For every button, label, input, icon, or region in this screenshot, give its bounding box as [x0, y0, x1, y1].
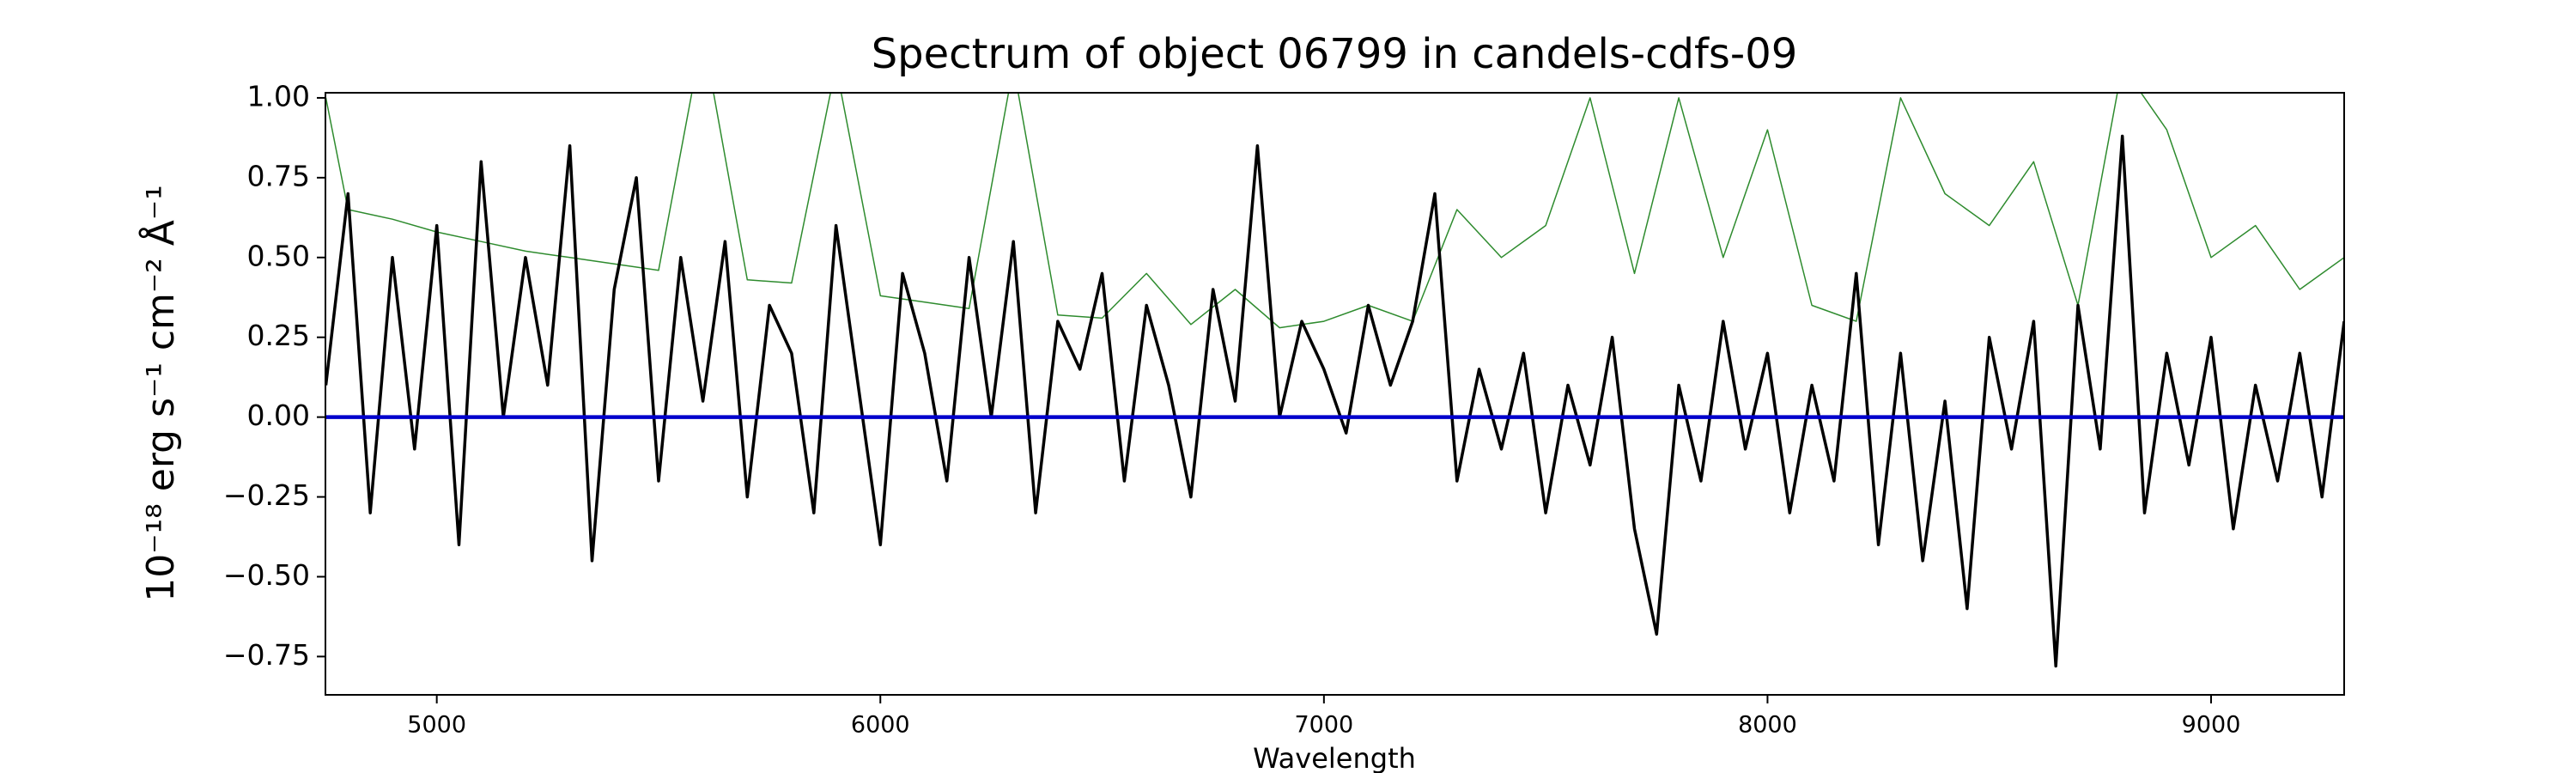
x-axis-label: Wavelength [1253, 742, 1416, 773]
x-tick-label: 7000 [1294, 712, 1353, 739]
plot-area [325, 93, 2344, 668]
axes-frame [325, 92, 2345, 696]
y-tick-label: 0.50 [247, 239, 310, 272]
y-tick-label: −0.50 [223, 558, 310, 592]
x-tick-label: 9000 [2182, 712, 2241, 739]
y-tick-label: 1.00 [247, 79, 310, 113]
y-tick-label: 0.25 [247, 319, 310, 352]
y-tick-label: −0.25 [223, 478, 310, 512]
y-axis-label: 10⁻¹⁸ erg s⁻¹ cm⁻² Å⁻¹ [137, 185, 183, 601]
x-tick-label: 6000 [851, 712, 910, 739]
x-tick-label: 5000 [407, 712, 466, 739]
y-tick-label: −0.75 [223, 638, 310, 672]
y-tick-label: 0.00 [247, 399, 310, 432]
chart-title: Spectrum of object 06799 in candels-cdfs… [872, 30, 1798, 78]
series-line [325, 134, 2344, 668]
x-tick-label: 8000 [1738, 712, 1797, 739]
y-tick-label: 0.75 [247, 159, 310, 192]
